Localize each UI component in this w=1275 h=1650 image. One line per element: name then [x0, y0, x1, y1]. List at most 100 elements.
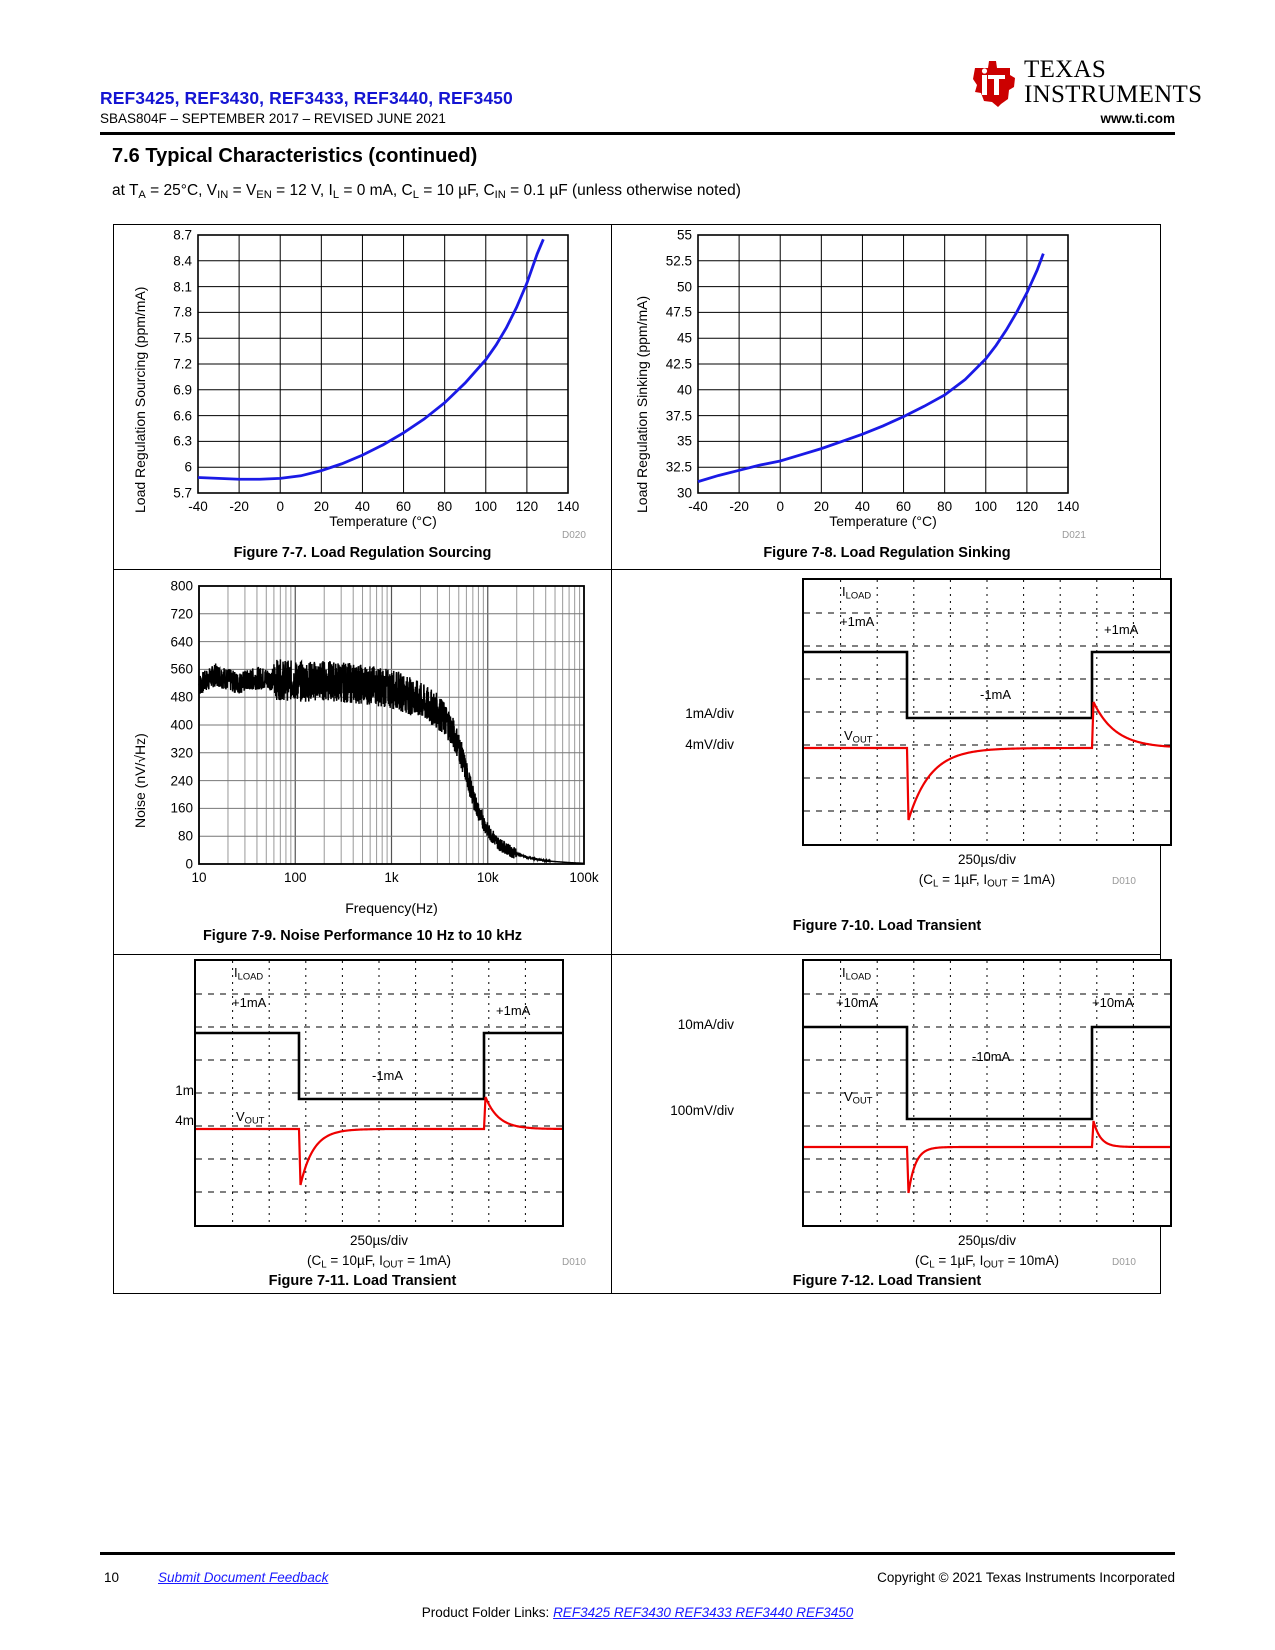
- footer-copyright: Copyright © 2021 Texas Instruments Incor…: [877, 1570, 1175, 1585]
- axis-y-tick-label: 6.3: [173, 433, 192, 449]
- axis-x-tick-label: -20: [229, 499, 249, 514]
- axis-y-tick-label: 35: [676, 433, 692, 449]
- page-header: REF3425, REF3430, REF3433, REF3440, REF3…: [100, 55, 1202, 135]
- figure-7-8-x-axis-title: Temperature (°C): [829, 513, 937, 529]
- axis-y-tick-label: 720: [170, 606, 193, 622]
- axis-y-tick-label: 240: [170, 773, 193, 789]
- header-document-id: SBAS804F – SEPTEMBER 2017 – REVISED JUNE…: [100, 111, 446, 126]
- figure-7-12-scale-voltage: 100mV/div: [670, 1103, 734, 1118]
- axis-y-tick-label: 560: [170, 661, 193, 677]
- figure-7-7-svg: [197, 234, 569, 494]
- figure-7-10-vout-label: VOUT: [844, 728, 873, 745]
- figure-7-11-scope: ILOAD +1mA +1mA -1mA VOUT: [194, 959, 564, 1227]
- figure-7-12-vout-label: VOUT: [844, 1089, 873, 1106]
- axis-y-tick-label: 8.1: [173, 279, 192, 295]
- axis-y-tick-label: 55: [676, 227, 692, 243]
- product-folder-links-list[interactable]: REF3425 REF3430 REF3433 REF3440 REF3450: [553, 1605, 854, 1620]
- figure-7-7-y-axis-title: Load Regulation Sourcing (ppm/mA): [132, 286, 148, 513]
- axis-x-tick-label: 20: [813, 499, 829, 514]
- grid-horizontal-divider-2: [114, 954, 1160, 955]
- figure-7-12-dcode: D010: [1112, 1257, 1136, 1268]
- figure-7-12-iload-label: ILOAD: [842, 965, 872, 982]
- axis-y-tick-label: 7.2: [173, 356, 192, 372]
- axis-x-tick-label: 60: [896, 499, 912, 514]
- axis-x-tick-label: 60: [396, 499, 412, 514]
- figure-7-11-dcode: D010: [562, 1257, 586, 1268]
- axis-x-tick-label: 0: [776, 499, 784, 514]
- axis-y-tick-label: 6.6: [173, 408, 192, 424]
- ti-wordmark-line2: INSTRUMENTS: [1024, 81, 1203, 108]
- figure-7-8-dcode: D021: [1062, 530, 1086, 541]
- figure-7-10-caption: Figure 7-10. Load Transient: [792, 918, 982, 934]
- axis-x-tick-label: 80: [937, 499, 953, 514]
- figure-7-11-conditions: (CL = 10µF, IOUT = 1mA): [307, 1253, 451, 1271]
- axis-x-tick-label: 10k: [476, 870, 499, 885]
- axis-y-tick-label: 320: [170, 745, 193, 761]
- figure-7-8-y-axis-title: Load Regulation Sinking (ppm/mA): [634, 295, 650, 513]
- figure-7-7-dcode: D020: [562, 530, 586, 541]
- product-folder-links: Product Folder Links: REF3425 REF3430 RE…: [0, 1605, 1275, 1620]
- figure-7-12-scope: ILOAD +10mA +10mA -10mA VOUT: [802, 959, 1172, 1227]
- figure-7-8-caption: Figure 7-8. Load Regulation Sinking: [763, 545, 1011, 561]
- figure-7-8-cell: Load Regulation Sinking (ppm/mA) Tempera…: [612, 225, 1162, 569]
- axis-x-tick-label: 100: [474, 499, 498, 514]
- axis-x-tick-label: 120: [1015, 499, 1039, 514]
- axis-y-tick-label: 40: [676, 382, 692, 398]
- figure-7-10-conditions: (CL = 1µF, IOUT = 1mA): [918, 872, 1056, 890]
- figure-7-10-scale-current: 1mA/div: [685, 706, 734, 721]
- figure-7-11-high-left-label: +1mA: [232, 995, 267, 1010]
- axis-x-tick-label: 120: [515, 499, 539, 514]
- figure-7-12-high-left-label: +10mA: [836, 995, 878, 1010]
- texas-instruments-mark-icon: [973, 61, 1015, 107]
- figure-7-7-x-axis-title: Temperature (°C): [329, 513, 437, 529]
- ti-wordmark-line1: TEXAS: [1024, 56, 1107, 83]
- grid-vertical-divider: [611, 225, 612, 1293]
- ti-wordmark: TEXAS INSTRUMENTS: [1024, 57, 1202, 107]
- footer-page-number: 10: [104, 1570, 120, 1585]
- axis-x-tick-label: 100: [974, 499, 998, 514]
- header-part-numbers: REF3425, REF3430, REF3433, REF3440, REF3…: [100, 88, 513, 108]
- figure-7-12-svg: [804, 961, 1170, 1225]
- axis-x-tick-label: 80: [437, 499, 453, 514]
- axis-y-tick-label: 7.5: [173, 330, 192, 346]
- axis-y-tick-label: 160: [170, 800, 193, 816]
- figure-7-10-cell: 1mA/div 4mV/div ILOAD +1mA +1mA -1mA VOU…: [612, 570, 1172, 954]
- figure-7-10-svg: [804, 580, 1171, 844]
- figure-7-7-cell: Load Regulation Sourcing (ppm/mA) Temper…: [114, 225, 611, 569]
- axis-y-tick-label: 30: [676, 485, 692, 501]
- axis-y-tick-label: 640: [170, 634, 193, 650]
- axis-y-tick-label: 7.8: [173, 304, 192, 320]
- figure-7-10-high-right-label: +1mA: [1104, 622, 1139, 637]
- section-conditions: at TA = 25°C, VIN = VEN = 12 V, IL = 0 m…: [112, 182, 741, 202]
- section-title: 7.6 Typical Characteristics (continued): [112, 145, 478, 167]
- figure-7-11-caption: Figure 7-11. Load Transient: [268, 1273, 457, 1289]
- grid-horizontal-divider-1: [114, 569, 1160, 570]
- figure-7-7-plot: Load Regulation Sourcing (ppm/mA) Temper…: [114, 225, 611, 530]
- axis-x-tick-label: 10: [191, 870, 207, 885]
- figure-7-12-cell: 10mA/div 100mV/div ILOAD +10mA +10mA -10…: [612, 955, 1172, 1295]
- axis-x-tick-label: 0: [276, 499, 284, 514]
- figure-7-11-time-scale: 250µs/div: [349, 1233, 409, 1248]
- ti-url[interactable]: www.ti.com: [1100, 111, 1175, 126]
- figure-7-9-plot: Noise (nV/√Hz) Frequency(Hz) 10 100 1k 10k 1…: [114, 578, 611, 917]
- figure-7-12-caption: Figure 7-12. Load Transient: [792, 1273, 982, 1289]
- axis-y-tick-label: 800: [170, 578, 193, 594]
- axis-x-tick-label: 100k: [569, 870, 599, 885]
- axis-y-tick-label: 32.5: [665, 459, 692, 475]
- axis-y-tick-label: 6.9: [173, 382, 192, 398]
- figure-7-8-plot: Load Regulation Sinking (ppm/mA) Tempera…: [612, 225, 1162, 530]
- axis-x-tick-label: 40: [854, 499, 870, 514]
- axis-y-tick-label: 400: [170, 717, 193, 733]
- figure-7-10-low-label: -1mA: [980, 687, 1012, 702]
- submit-feedback-link[interactable]: Submit Document Feedback: [158, 1570, 329, 1585]
- figure-7-12-time-scale: 250µs/div: [957, 1233, 1017, 1248]
- figure-7-7-caption: Figure 7-7. Load Regulation Sourcing: [233, 545, 492, 561]
- figure-7-10-scope: ILOAD +1mA +1mA -1mA VOUT: [802, 578, 1172, 846]
- figure-7-11-iload-label: ILOAD: [234, 965, 264, 982]
- axis-x-tick-label: 40: [354, 499, 370, 514]
- figure-7-11-high-right-label: +1mA: [496, 1003, 531, 1018]
- figure-7-10-scale-voltage: 4mV/div: [685, 737, 734, 752]
- axis-x-tick-label: 1k: [384, 870, 399, 885]
- axis-y-tick-label: 37.5: [665, 408, 692, 424]
